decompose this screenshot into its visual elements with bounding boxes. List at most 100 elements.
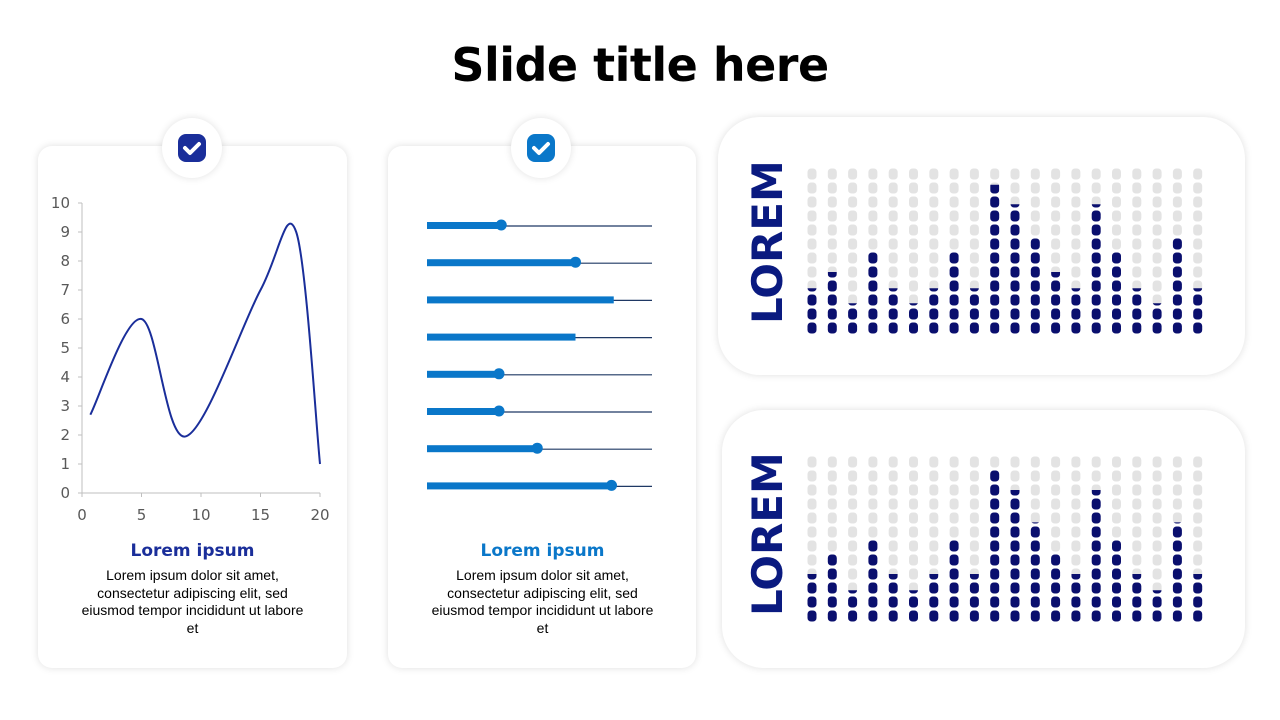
dot-empty bbox=[827, 498, 837, 510]
dot-empty bbox=[1010, 182, 1020, 194]
dot-empty bbox=[848, 498, 858, 510]
dot-partial bbox=[848, 303, 857, 306]
dot-partial bbox=[1091, 204, 1101, 208]
dot-empty bbox=[1172, 512, 1182, 524]
dot-filled bbox=[909, 610, 918, 622]
dot-empty bbox=[848, 182, 858, 194]
dot-empty bbox=[1112, 182, 1121, 194]
y-tick-label: 4 bbox=[60, 368, 70, 386]
dot-filled bbox=[1071, 322, 1081, 334]
dot-empty bbox=[888, 526, 898, 538]
bar-end-marker bbox=[493, 368, 505, 380]
dot-partial bbox=[848, 590, 858, 594]
dot-empty bbox=[1091, 470, 1101, 482]
dot-filled bbox=[1172, 610, 1182, 622]
dot-empty bbox=[1051, 196, 1061, 208]
dot-filled bbox=[868, 582, 878, 594]
dot-filled bbox=[990, 526, 1000, 538]
dot-empty bbox=[949, 512, 959, 524]
dot-filled bbox=[1091, 610, 1101, 622]
dot-filled bbox=[1172, 554, 1182, 566]
dot-empty bbox=[949, 224, 959, 236]
dot-filled bbox=[1152, 596, 1162, 608]
dot-filled bbox=[1112, 280, 1121, 292]
dot-empty bbox=[1030, 512, 1040, 524]
dot-empty bbox=[1132, 168, 1142, 180]
dot-filled bbox=[949, 540, 959, 552]
dot-filled bbox=[807, 294, 817, 306]
dot-empty bbox=[1010, 470, 1020, 482]
dot-empty bbox=[827, 526, 837, 538]
dot-filled bbox=[1172, 568, 1182, 580]
dot-empty bbox=[807, 238, 817, 250]
dot-filled bbox=[1172, 238, 1182, 250]
dot-empty bbox=[868, 484, 878, 496]
dot-filled bbox=[1112, 266, 1121, 278]
dot-empty bbox=[827, 512, 837, 524]
y-tick-label: 2 bbox=[60, 426, 70, 444]
card-description-text: Lorem ipsum dolor sit amet, consectetur … bbox=[81, 567, 304, 636]
dot-empty bbox=[909, 484, 918, 496]
dot-filled bbox=[1172, 266, 1182, 278]
bar bbox=[427, 408, 499, 415]
dot-empty bbox=[848, 554, 858, 566]
dot-empty bbox=[1071, 252, 1081, 264]
dot-empty bbox=[969, 224, 979, 236]
check-badge bbox=[162, 118, 222, 178]
dot-filled bbox=[1010, 308, 1020, 320]
dot-empty bbox=[1152, 224, 1162, 236]
dot-empty bbox=[807, 456, 817, 468]
dot-empty bbox=[1071, 168, 1081, 180]
dot-filled bbox=[1051, 610, 1061, 622]
dot-empty bbox=[969, 484, 979, 496]
dot-empty bbox=[1172, 168, 1182, 180]
dot-filled bbox=[1030, 308, 1040, 320]
y-tick-label: 7 bbox=[60, 281, 70, 299]
dot-empty bbox=[1051, 526, 1061, 538]
dot-filled bbox=[1010, 554, 1020, 566]
dot-empty bbox=[848, 252, 858, 264]
dot-filled bbox=[1030, 596, 1040, 608]
dot-filled bbox=[1030, 238, 1040, 250]
dot-filled bbox=[1051, 294, 1061, 306]
dot-empty bbox=[929, 182, 939, 194]
dot-filled bbox=[1051, 280, 1061, 292]
dot-empty bbox=[888, 512, 898, 524]
bar bbox=[427, 222, 502, 229]
dot-filled bbox=[1112, 582, 1121, 594]
dot-partial bbox=[969, 288, 979, 292]
dot-partial bbox=[909, 590, 918, 594]
dot-empty bbox=[929, 498, 939, 510]
dot-empty bbox=[909, 456, 918, 468]
dot-filled bbox=[909, 596, 918, 608]
dot-empty bbox=[949, 484, 959, 496]
dot-filled bbox=[1051, 322, 1061, 334]
dot-filled bbox=[1091, 568, 1101, 580]
dot-empty bbox=[1112, 526, 1121, 538]
dot-empty bbox=[1193, 238, 1203, 250]
dot-filled bbox=[1112, 554, 1121, 566]
bar-chart-card bbox=[388, 146, 696, 668]
dot-empty bbox=[848, 196, 858, 208]
dot-empty bbox=[807, 484, 817, 496]
dot-filled bbox=[1112, 540, 1121, 552]
dot-filled bbox=[1172, 526, 1182, 538]
dot-empty bbox=[949, 526, 959, 538]
dot-empty bbox=[888, 182, 898, 194]
dot-filled bbox=[990, 210, 1000, 222]
dot-empty bbox=[1172, 456, 1182, 468]
dot-empty bbox=[1071, 196, 1081, 208]
dot-filled bbox=[1071, 596, 1081, 608]
dot-filled bbox=[990, 582, 1000, 594]
dot-filled bbox=[1172, 596, 1182, 608]
dot-empty bbox=[969, 182, 979, 194]
dot-filled bbox=[868, 596, 878, 608]
dot-empty bbox=[909, 526, 918, 538]
dot-partial bbox=[1132, 574, 1142, 580]
dot-empty bbox=[1152, 280, 1162, 292]
dot-empty bbox=[1193, 210, 1203, 222]
dot-filled bbox=[949, 252, 959, 264]
dot-empty bbox=[888, 484, 898, 496]
dot-empty bbox=[1030, 168, 1040, 180]
dot-filled bbox=[949, 308, 959, 320]
